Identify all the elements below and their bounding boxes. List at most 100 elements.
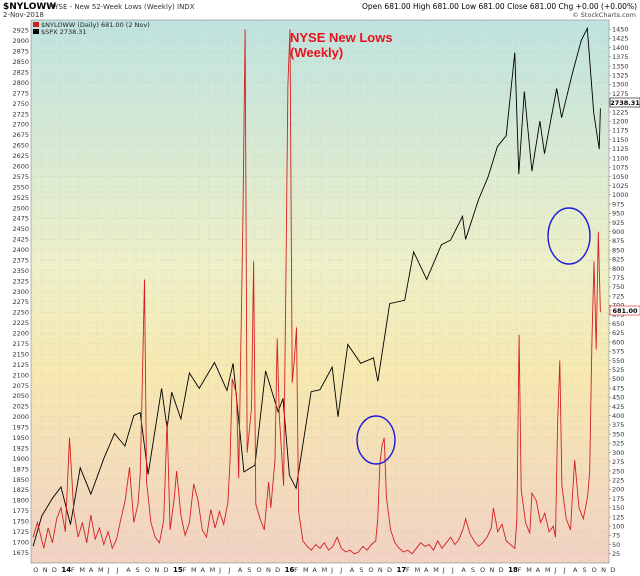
- x-axis-month-label: N: [266, 566, 271, 574]
- left-axis-tick-label: 2525: [12, 194, 29, 202]
- left-axis-tick-label: 2650: [12, 142, 29, 150]
- x-axis-month-label: J: [330, 566, 333, 574]
- right-axis-tick-label: 75: [612, 532, 620, 540]
- x-axis-month-label: M: [545, 566, 551, 574]
- left-axis-tick-label: 2350: [12, 267, 29, 275]
- x-axis-month-label: M: [526, 566, 532, 574]
- right-axis-tick-label: 850: [612, 246, 624, 254]
- right-axis-tick-label: 575: [612, 348, 624, 356]
- right-axis-tick-label: 175: [612, 495, 624, 503]
- left-axis-tick-label: 1975: [12, 424, 29, 432]
- left-axis-tick-label: 1925: [12, 444, 29, 452]
- left-axis-tick-label: 2925: [12, 27, 29, 35]
- left-axis-tick-label: 1800: [12, 497, 29, 505]
- right-axis-tick-label: 475: [612, 384, 624, 392]
- chart-description: NYSE - New 52-Week Lows (Weekly) INDX: [49, 3, 195, 11]
- right-axis-tick-label: 425: [612, 403, 624, 411]
- right-axis-tick-label: 25: [612, 550, 620, 558]
- left-axis-tick-label: 2900: [12, 37, 29, 45]
- x-axis-month-label: M: [210, 566, 216, 574]
- left-axis-tick-label: 2475: [12, 215, 29, 223]
- right-axis-tick-label: 650: [612, 320, 624, 328]
- left-axis-tick-label: 1950: [12, 434, 29, 442]
- left-axis-tick-label: 2850: [12, 58, 29, 66]
- chart-date: 2-Nov-2018: [3, 11, 44, 19]
- x-axis-month-label: D: [275, 566, 280, 574]
- lows-last-value: 681.00: [612, 307, 638, 315]
- right-axis-tick-label: 225: [612, 476, 624, 484]
- right-axis-tick-label: 800: [612, 265, 624, 273]
- x-axis-month-label: M: [191, 566, 197, 574]
- chart-symbol: $NYLOWW: [3, 2, 56, 12]
- right-axis-tick-label: 450: [612, 394, 624, 402]
- left-axis-tick-label: 2025: [12, 403, 29, 411]
- x-axis-month-label: J: [451, 566, 454, 574]
- x-axis-month-label: A: [126, 566, 131, 574]
- right-axis-tick-label: 900: [612, 228, 624, 236]
- x-axis-month-label: D: [52, 566, 57, 574]
- right-axis-tick-label: 50: [612, 541, 620, 549]
- x-axis-month-label: F: [294, 566, 298, 574]
- x-axis-month-label: D: [499, 566, 504, 574]
- right-axis-tick-label: 925: [612, 219, 624, 227]
- x-axis-month-label: N: [601, 566, 606, 574]
- chart-legend: $NYLOWW (Daily) 681.00 (2 Nov) $SPX 2738…: [33, 21, 150, 36]
- right-axis-tick-label: 150: [612, 504, 624, 512]
- left-axis-tick-label: 2700: [12, 121, 29, 129]
- chart-header: $NYLOWW NYSE - New 52-Week Lows (Weekly)…: [3, 2, 637, 19]
- x-axis-month-label: A: [201, 566, 206, 574]
- left-axis-tick-label: 2400: [12, 246, 29, 254]
- right-axis-tick-label: 1450: [612, 26, 629, 34]
- right-axis-tick-label: 750: [612, 283, 624, 291]
- right-axis-tick-label: 1075: [612, 164, 629, 172]
- left-axis-tick-label: 1825: [12, 486, 29, 494]
- x-axis-month-label: J: [553, 566, 556, 574]
- x-axis: O N D 14 F M A M J J A S O N D 15 F M A M J J A S O N D 16 F M A M J J A S O…: [33, 566, 615, 574]
- spx-series-line: [32, 26, 601, 547]
- x-axis-year-label: 15: [173, 566, 183, 574]
- value-tags: 2738.31 681.00: [609, 97, 640, 316]
- x-axis-month-label: A: [89, 566, 94, 574]
- right-axis-tick-label: 1375: [612, 53, 629, 61]
- x-axis-month-label: D: [387, 566, 392, 574]
- right-axis-tick-label: 1100: [612, 154, 629, 162]
- left-axis-tick-label: 2750: [12, 100, 29, 108]
- right-axis-tick-label: 1300: [612, 81, 629, 89]
- right-axis-tick-label: 350: [612, 430, 624, 438]
- right-axis-tick-label: 1225: [612, 108, 629, 116]
- right-axis-tick-label: 1025: [612, 182, 629, 190]
- x-axis-year-label: 16: [285, 566, 295, 574]
- x-axis-month-label: D: [610, 566, 615, 574]
- x-axis-year-label: 14: [61, 566, 71, 574]
- left-axis-tick-label: 2825: [12, 69, 29, 77]
- x-axis-month-label: S: [471, 566, 475, 574]
- spx-last-value-tag: [609, 97, 640, 108]
- legend-swatch-spx: [33, 29, 39, 34]
- x-axis-month-label: S: [247, 566, 251, 574]
- highlight-circle-2016: [356, 415, 396, 465]
- left-axis-tick-label: 1900: [12, 455, 29, 463]
- gridlines: [31, 20, 610, 563]
- right-axis-tick-label: 975: [612, 200, 624, 208]
- x-axis-month-label: D: [164, 566, 169, 574]
- left-axis-tick-label: 2125: [12, 361, 29, 369]
- right-axis-tick-label: 1125: [612, 145, 629, 153]
- x-axis-month-label: O: [480, 566, 485, 574]
- left-axis-tick-label: 2050: [12, 392, 29, 400]
- x-axis-month-label: F: [182, 566, 186, 574]
- new-lows-series-line: [32, 29, 601, 555]
- left-axis-tick-label: 2775: [12, 89, 29, 97]
- left-axis-tick-label: 2425: [12, 236, 29, 244]
- x-axis-year-label: 17: [397, 566, 407, 574]
- left-axis-tick-label: 2725: [12, 110, 29, 118]
- x-axis-month-label: S: [359, 566, 363, 574]
- right-axis-tick-label: 125: [612, 513, 624, 521]
- x-axis-month-label: J: [116, 566, 119, 574]
- right-axis-tick-label: 700: [612, 302, 624, 310]
- x-axis-month-label: N: [43, 566, 48, 574]
- brand-watermark: © StockCharts.com: [572, 11, 636, 19]
- x-axis-year-label: 18: [508, 566, 518, 574]
- x-axis-month-label: M: [98, 566, 104, 574]
